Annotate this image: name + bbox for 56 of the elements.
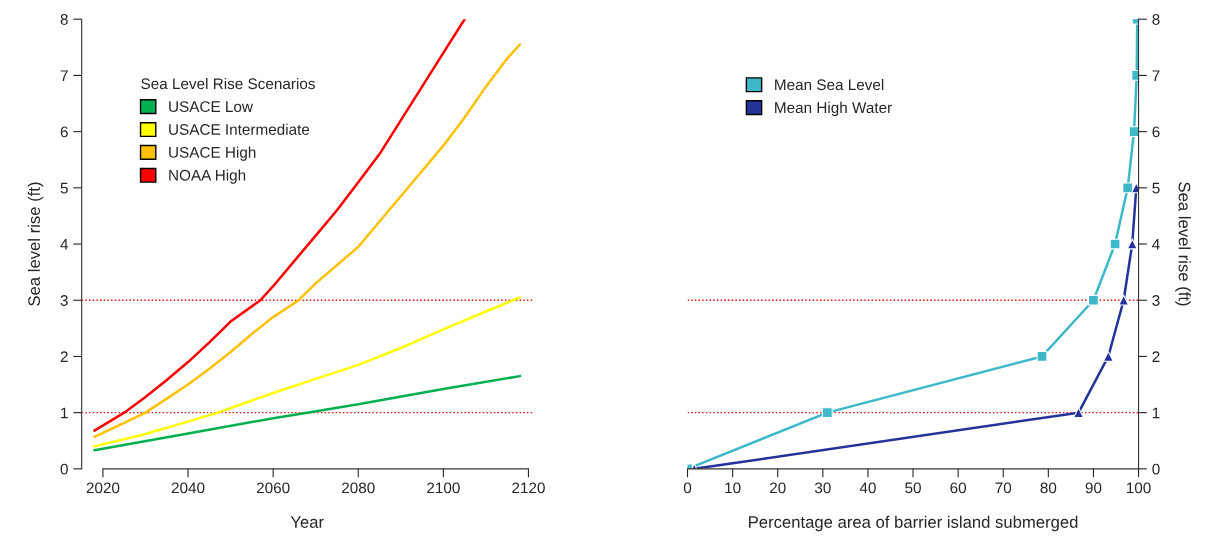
legend-title: Sea Level Rise Scenarios (141, 77, 315, 90)
x-tick-label: 2080 (342, 482, 375, 494)
y-tick-label: 5 (1152, 182, 1160, 194)
y-tick-label: 2 (60, 351, 68, 362)
x-axis-title: Percentage area of barrier island submerged (749, 515, 1078, 532)
point (1036, 351, 1048, 362)
y-tick-label: 1 (61, 407, 68, 419)
y-tick-label: 0 (1152, 463, 1160, 475)
line-series (93, 43, 522, 439)
y-tick-label: 0 (60, 463, 68, 475)
legend-label: USACE Low (169, 101, 253, 113)
y-tick-label: 3 (1152, 295, 1160, 306)
y-tick-label: 6 (60, 126, 68, 138)
point (1102, 351, 1114, 362)
point (1128, 126, 1139, 137)
y-tick-label: 7 (1152, 70, 1160, 81)
x-tick-label: 40 (859, 482, 876, 494)
x-tick-label: 50 (905, 482, 921, 494)
x-tick-label: 80 (1040, 482, 1057, 494)
line-series (93, 374, 522, 452)
x-tick-label: 100 (1126, 482, 1151, 494)
legend-label: Mean Sea Level (775, 78, 884, 91)
x-tick-label: 2040 (171, 482, 205, 494)
legend-label: NOAA High (169, 169, 246, 184)
y-axis-title: Sea level rise (ft) (27, 182, 44, 306)
point (1088, 294, 1099, 306)
x-tick-label: 70 (995, 482, 1012, 494)
x-tick-label: 90 (1085, 482, 1102, 494)
x-tick-label: 30 (814, 482, 831, 494)
point (1122, 182, 1134, 194)
x-axis-title: Year (290, 516, 324, 528)
legend-label: Mean High Water (775, 101, 892, 117)
point (1118, 294, 1130, 306)
point (1126, 238, 1138, 250)
y-tick-label: 8 (60, 14, 68, 25)
x-tick-label: 2020 (86, 482, 120, 494)
x-tick-label: 2120 (512, 482, 545, 494)
x-tick-label: 2100 (427, 482, 460, 494)
x-tick-label: 2060 (256, 482, 290, 494)
legend-label: USACE Intermediate (169, 123, 310, 135)
y-tick-label: 7 (60, 70, 68, 81)
y-tick-label: 6 (1152, 126, 1160, 138)
y-tick-label: 4 (1152, 239, 1160, 250)
y-tick-label: 4 (60, 239, 69, 250)
x-tick-label: 20 (769, 482, 786, 494)
y-axis-title: Sea level rise (ft) (1175, 182, 1191, 306)
y-tick-label: 2 (1152, 351, 1160, 362)
x-tick-label: 10 (725, 482, 741, 494)
y-tick-label: 8 (1152, 14, 1160, 25)
x-tick-label: 0 (683, 482, 692, 494)
y-tick-label: 5 (60, 182, 68, 194)
y-tick-label: 3 (60, 295, 68, 306)
x-tick-label: 60 (950, 482, 967, 494)
legend-label: USACE High (169, 146, 256, 161)
line-series (93, 296, 522, 448)
y-tick-label: 1 (1152, 407, 1160, 419)
